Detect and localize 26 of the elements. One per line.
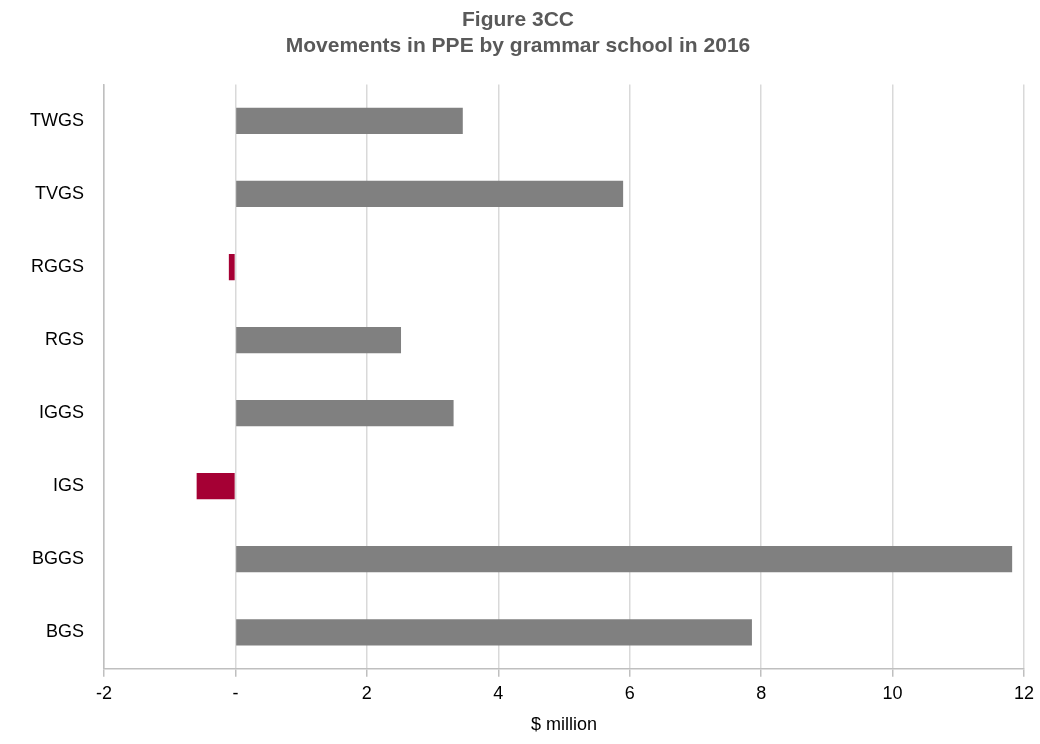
y-tick-label: RGGS xyxy=(30,255,84,276)
x-axis-title: $ million xyxy=(530,714,598,735)
chart-title: Figure 3CC Movements in PPE by grammar school in 2016 xyxy=(285,7,751,56)
y-tick-label: BGGS xyxy=(31,548,84,569)
x-tick-label: -2 xyxy=(95,682,112,703)
bar xyxy=(196,473,235,500)
bar xyxy=(236,399,454,427)
bar xyxy=(236,107,463,135)
y-tick-label: IGS xyxy=(52,475,84,496)
bar xyxy=(236,619,752,646)
y-tick-label: TVGS xyxy=(34,182,84,203)
x-tick-label: 6 xyxy=(624,682,635,703)
x-tick-label: 4 xyxy=(493,682,504,703)
y-tick-label: BGS xyxy=(45,621,84,642)
x-tick-label: 8 xyxy=(756,682,767,703)
x-tick-label: - xyxy=(232,682,239,703)
bar xyxy=(236,546,1013,573)
bar xyxy=(236,180,624,208)
bar xyxy=(236,326,402,354)
x-tick-label: 12 xyxy=(1013,682,1034,703)
y-tick-label: RGS xyxy=(44,329,84,350)
x-tick-label: 2 xyxy=(361,682,372,703)
y-tick-label: IGGS xyxy=(38,402,84,423)
y-tick-label: TWGS xyxy=(29,109,84,130)
x-tick-label: 10 xyxy=(882,682,903,703)
bar xyxy=(228,253,235,281)
